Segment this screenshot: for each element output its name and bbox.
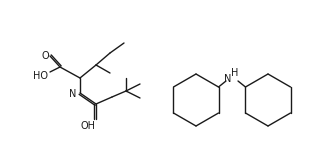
Text: OH: OH [80, 121, 96, 131]
Text: N: N [224, 74, 232, 84]
Text: H: H [231, 68, 239, 78]
Text: N: N [69, 89, 77, 99]
Text: O: O [41, 51, 49, 61]
Text: HO: HO [33, 71, 49, 81]
